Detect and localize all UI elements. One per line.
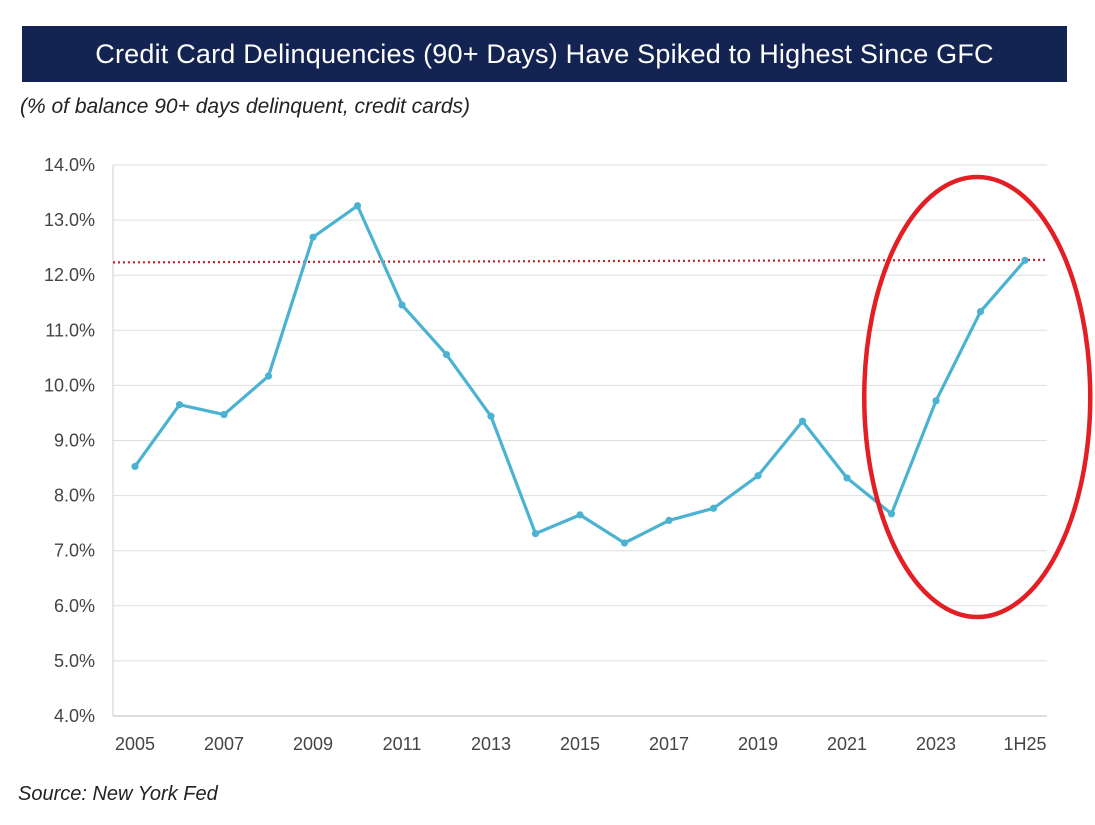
data-point	[887, 510, 896, 518]
data-point	[398, 301, 406, 309]
data-point	[620, 539, 629, 547]
y-axis: 4.0% 5.0% 6.0% 7.0% 8.0% 9.0% 10.0% 11.0% 12.0% 1…	[44, 155, 95, 726]
y-tick-label: 10.0%	[44, 375, 95, 395]
chart-source: Source: New York Fed	[18, 783, 218, 805]
data-point	[665, 516, 673, 524]
x-tick-label: 2019	[738, 734, 778, 754]
y-tick-label: 7.0%	[54, 541, 95, 561]
x-axis: 2005 2007 2009 2011 2013 2015 2017 2019 2021 2023…	[115, 734, 1047, 754]
data-point	[843, 474, 851, 482]
reference-line-layer	[112, 258, 1048, 264]
chart-title: Credit Card Delinquencies (90+ Days) Hav…	[22, 26, 1067, 82]
data-point	[932, 397, 940, 405]
data-point	[264, 372, 273, 380]
data-point	[175, 401, 184, 409]
y-tick-label: 14.0%	[44, 155, 95, 175]
y-tick-label: 11.0%	[45, 320, 95, 340]
y-tick-label: 9.0%	[54, 431, 95, 451]
x-tick-label: 1H25	[1003, 734, 1046, 754]
data-point	[220, 411, 228, 419]
highlight-layer	[862, 174, 1093, 620]
highlight-ellipse	[862, 174, 1093, 620]
data-point	[309, 233, 317, 241]
data-point	[487, 412, 495, 420]
y-tick-label: 12.0%	[44, 265, 95, 285]
data-point	[709, 504, 718, 512]
x-tick-label: 2009	[293, 734, 333, 754]
x-tick-label: 2015	[560, 734, 600, 754]
data-point	[576, 511, 584, 519]
x-tick-label: 2021	[827, 734, 867, 754]
y-tick-label: 4.0%	[54, 706, 95, 726]
data-point	[442, 350, 451, 359]
x-tick-label: 2017	[649, 734, 689, 754]
series-layer	[131, 202, 1029, 547]
x-tick-label: 2011	[383, 734, 422, 754]
data-point	[131, 462, 139, 470]
gridlines	[112, 164, 1047, 717]
data-point	[798, 417, 807, 425]
chart-subtitle: (% of balance 90+ days delinquent, credi…	[20, 95, 471, 118]
data-point	[1021, 256, 1029, 264]
x-tick-label: 2005	[115, 734, 155, 754]
data-point	[531, 530, 540, 538]
y-tick-label: 13.0%	[44, 210, 95, 230]
y-tick-label: 5.0%	[54, 651, 95, 671]
data-point	[754, 472, 762, 480]
data-point	[976, 307, 985, 316]
x-tick-label: 2013	[471, 734, 511, 754]
y-tick-label: 6.0%	[54, 596, 95, 616]
x-tick-label: 2007	[204, 734, 244, 754]
data-point	[353, 202, 362, 210]
reference-line	[112, 258, 1048, 264]
y-tick-label: 8.0%	[54, 486, 95, 506]
x-tick-label: 2023	[916, 734, 956, 754]
